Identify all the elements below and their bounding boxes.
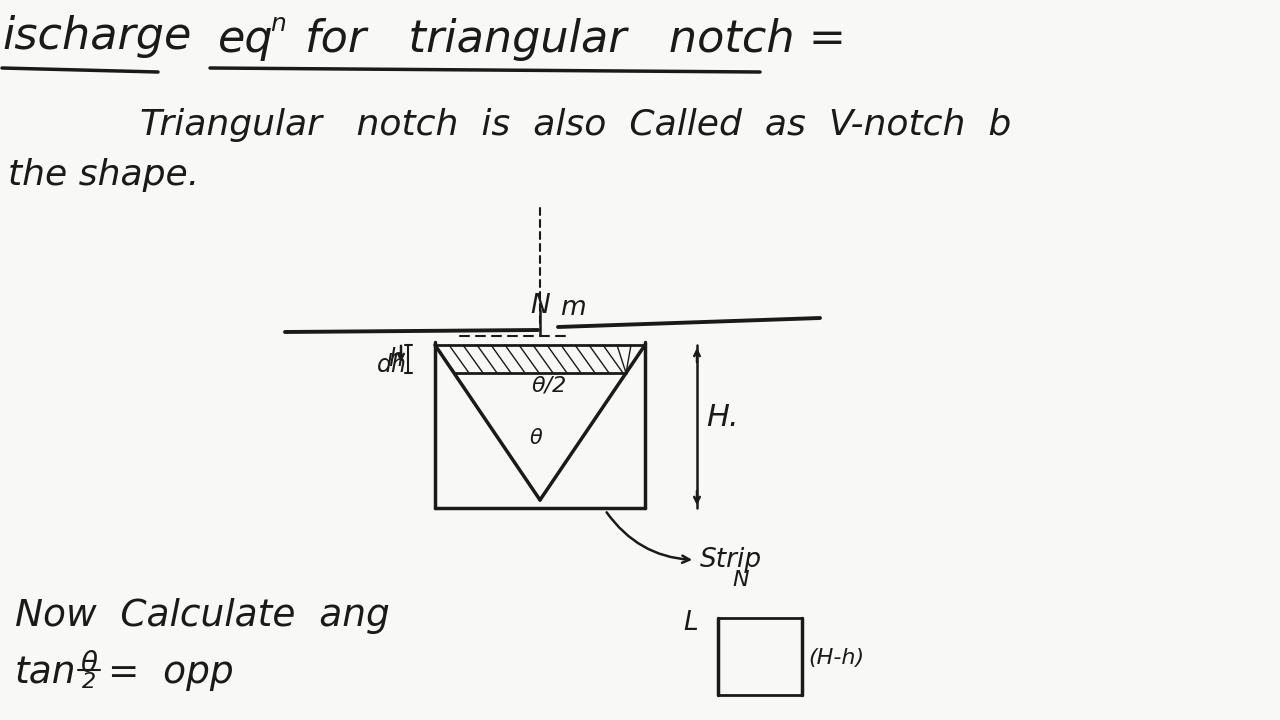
Text: Triangular   notch  is  also  Called  as  V-notch  b: Triangular notch is also Called as V-not… — [140, 108, 1011, 142]
Text: θ: θ — [530, 428, 543, 448]
Text: N: N — [530, 293, 549, 319]
Text: θ: θ — [79, 650, 97, 678]
Text: eq: eq — [218, 18, 274, 61]
Text: N: N — [732, 570, 749, 590]
Text: θ/2: θ/2 — [532, 375, 567, 395]
Text: =  opp: = opp — [108, 655, 234, 691]
Text: Now  Calculate  ang: Now Calculate ang — [15, 598, 389, 634]
Text: Strip: Strip — [700, 547, 762, 573]
Text: H.: H. — [707, 402, 739, 431]
FancyArrowPatch shape — [607, 512, 690, 563]
Text: 2: 2 — [82, 672, 96, 692]
Text: for   triangular   notch =: for triangular notch = — [305, 18, 846, 61]
Text: h: h — [388, 347, 403, 371]
Text: L: L — [684, 610, 698, 636]
Text: dh: dh — [378, 353, 407, 377]
Text: (H-h): (H-h) — [808, 648, 864, 668]
Text: tan: tan — [15, 655, 77, 691]
Text: n: n — [270, 12, 285, 36]
Text: the shape.: the shape. — [8, 158, 200, 192]
Text: m: m — [561, 295, 586, 321]
Text: ischarge: ischarge — [3, 15, 192, 58]
